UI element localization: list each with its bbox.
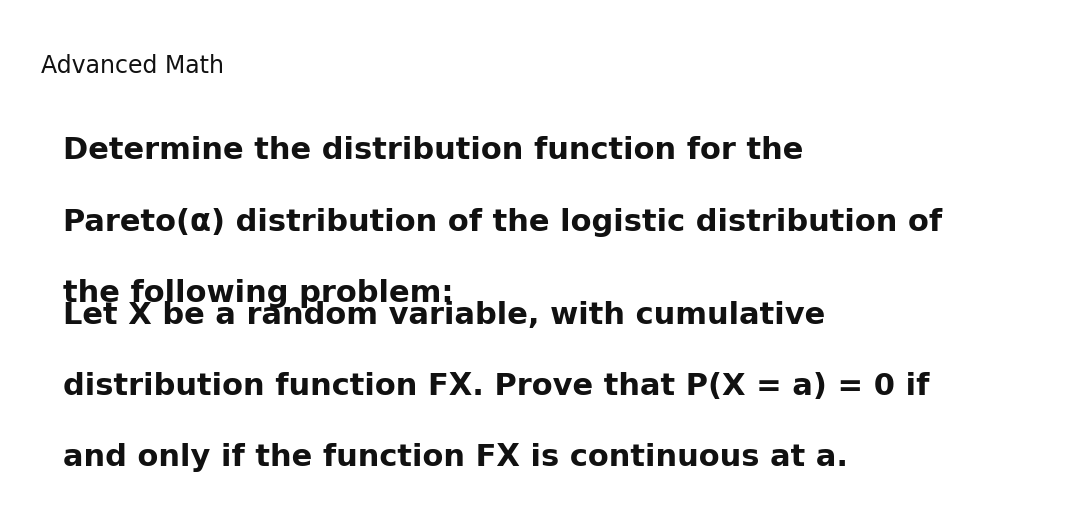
Text: distribution function FΧ. Prove that P(X = a) = 0 if: distribution function FΧ. Prove that P(X… xyxy=(63,372,929,401)
Text: the following problem:: the following problem: xyxy=(63,279,454,307)
Text: Determine the distribution function for the: Determine the distribution function for … xyxy=(63,136,804,165)
Text: Advanced Math: Advanced Math xyxy=(41,54,224,78)
Text: Pareto(α) distribution of the logistic distribution of: Pareto(α) distribution of the logistic d… xyxy=(63,208,942,236)
Text: Let X be a random variable, with cumulative: Let X be a random variable, with cumulat… xyxy=(63,301,825,330)
Text: and only if the function FΧ is continuous at a.: and only if the function FΧ is continuou… xyxy=(63,443,848,472)
